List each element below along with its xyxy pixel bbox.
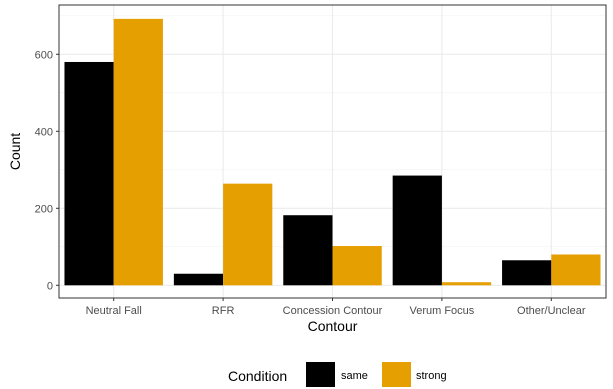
x-tick-label: Concession Contour: [283, 305, 383, 317]
x-axis-title: Contour: [308, 318, 358, 334]
legend-label-strong: strong: [416, 370, 447, 382]
axis-ticks: 0 200 400 600 Neutral Fall RFR Concession Cont…: [35, 49, 586, 317]
y-tick-label: 0: [47, 280, 53, 292]
bar-strong-4: [551, 254, 601, 286]
legend-key-same: [306, 362, 335, 387]
legend-label-same: same: [341, 370, 368, 382]
y-tick-label: 200: [35, 203, 53, 215]
legend-key-strong: [382, 362, 411, 387]
bar-strong-3: [441, 282, 492, 286]
bar-strong-0: [113, 18, 163, 286]
x-tick-label: Neutral Fall: [86, 305, 142, 317]
bars: [64, 18, 601, 286]
bar-same-1: [173, 273, 224, 286]
bar-strong-2: [332, 246, 382, 286]
bar-same-3: [392, 175, 442, 286]
y-tick-label: 400: [35, 126, 53, 138]
bar-strong-1: [223, 183, 273, 286]
y-axis-title: Count: [7, 133, 23, 170]
bar-same-0: [64, 61, 114, 286]
x-tick-label: Verum Focus: [409, 305, 474, 317]
x-tick-label: RFR: [212, 305, 235, 317]
x-tick-label: Other/Unclear: [517, 305, 586, 317]
bar-same-4: [502, 260, 552, 286]
bar-same-2: [283, 215, 333, 286]
legend: Condition same strong: [228, 362, 447, 387]
legend-title: Condition: [228, 368, 287, 384]
y-tick-label: 600: [35, 49, 53, 61]
